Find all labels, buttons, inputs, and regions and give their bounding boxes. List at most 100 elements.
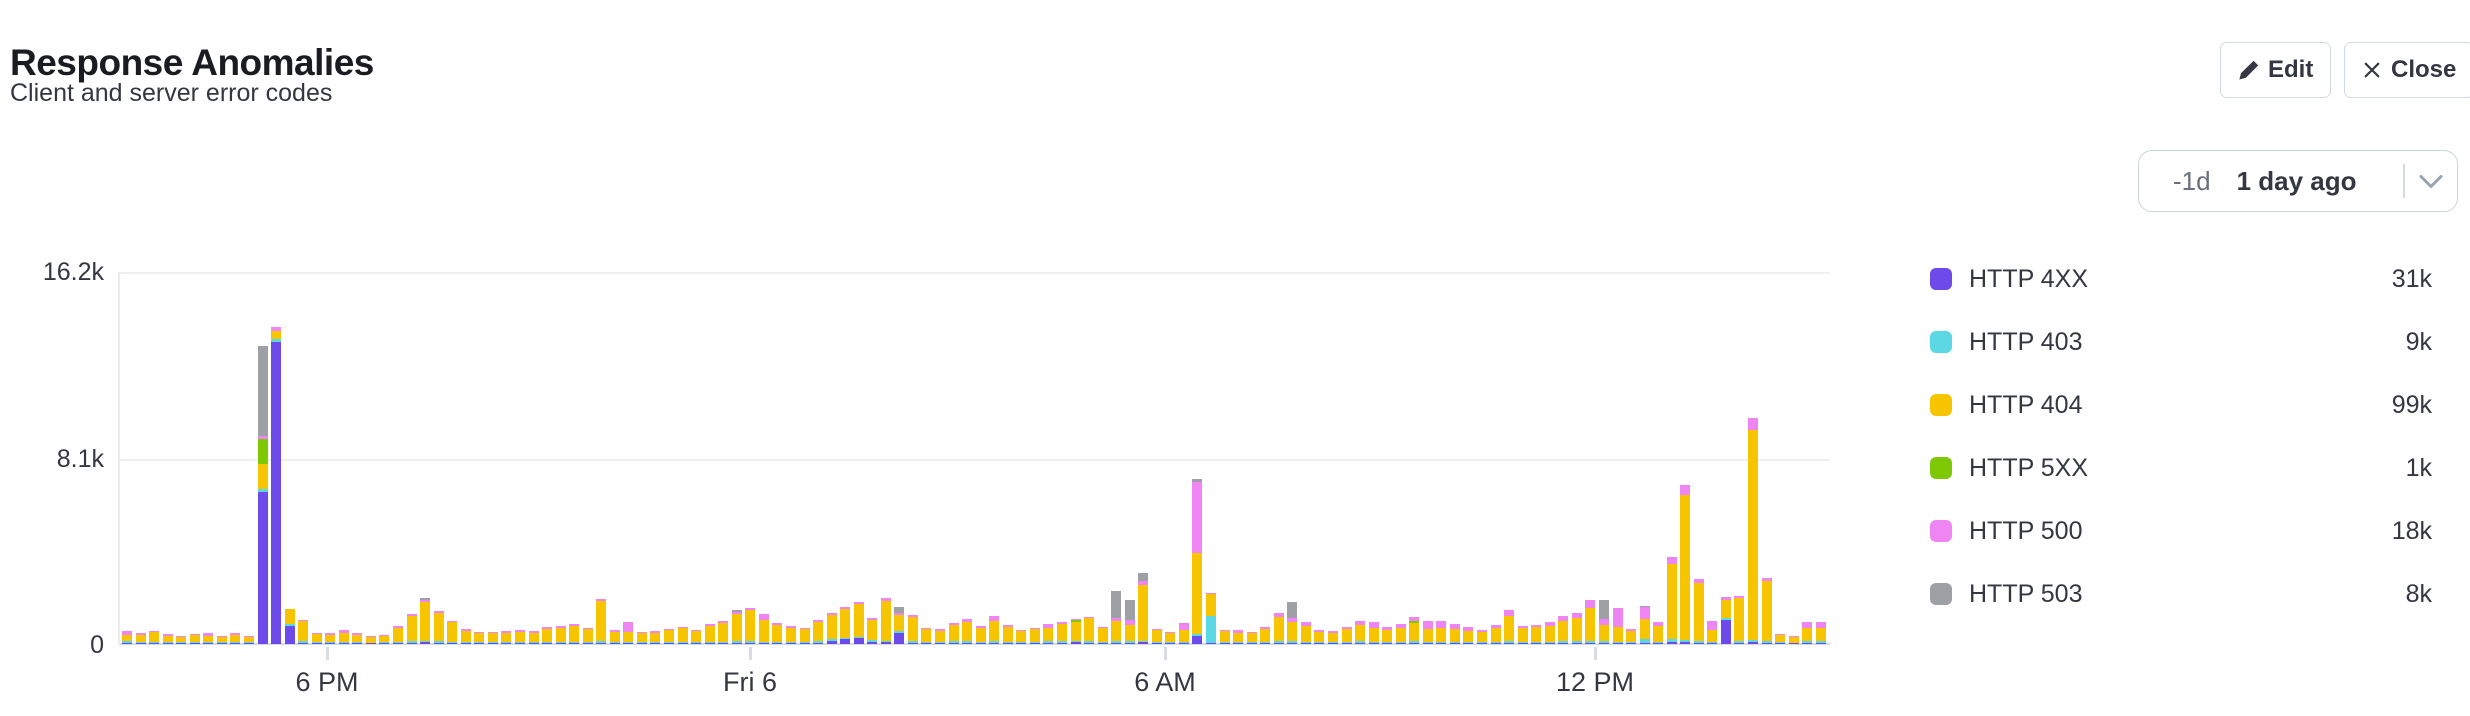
stacked-bar[interactable] — [569, 623, 580, 644]
stacked-bar[interactable] — [284, 609, 295, 644]
stacked-bar[interactable] — [298, 620, 309, 644]
stacked-bar[interactable] — [1219, 629, 1230, 644]
edit-button[interactable]: Edit — [2220, 42, 2332, 98]
stacked-bar[interactable] — [989, 616, 1000, 644]
stacked-bar[interactable] — [1544, 622, 1555, 644]
stacked-bar[interactable] — [1124, 600, 1135, 644]
stacked-bar[interactable] — [1734, 595, 1745, 644]
stacked-bar[interactable] — [216, 635, 227, 644]
stacked-bar[interactable] — [718, 621, 729, 644]
stacked-bar[interactable] — [1761, 578, 1772, 644]
stacked-bar[interactable] — [1517, 625, 1528, 644]
stacked-bar[interactable] — [1287, 602, 1298, 644]
stacked-bar[interactable] — [243, 635, 254, 644]
stacked-bar[interactable] — [162, 634, 173, 644]
stacked-bar[interactable] — [406, 614, 417, 644]
stacked-bar[interactable] — [623, 621, 634, 644]
stacked-bar[interactable] — [1192, 479, 1203, 644]
stacked-bar[interactable] — [799, 627, 810, 644]
stacked-bar[interactable] — [1422, 621, 1433, 644]
stacked-bar[interactable] — [1016, 629, 1027, 644]
stacked-bar[interactable] — [1626, 628, 1637, 644]
stacked-bar[interactable] — [1463, 627, 1474, 644]
stacked-bar[interactable] — [948, 623, 959, 644]
stacked-bar[interactable] — [1748, 418, 1758, 644]
stacked-bar[interactable] — [514, 629, 525, 644]
stacked-bar[interactable] — [1368, 622, 1379, 644]
stacked-bar[interactable] — [731, 610, 742, 644]
stacked-bar[interactable] — [664, 628, 674, 644]
stacked-bar[interactable] — [772, 622, 783, 644]
stacked-bar[interactable] — [1680, 485, 1691, 644]
stacked-bar[interactable] — [1653, 622, 1664, 644]
stacked-bar[interactable] — [1084, 616, 1095, 644]
stacked-bar[interactable] — [636, 631, 647, 644]
stacked-bar[interactable] — [1043, 623, 1054, 644]
stacked-bar[interactable] — [840, 606, 851, 644]
stacked-bar[interactable] — [1341, 627, 1352, 644]
stacked-bar[interactable] — [1612, 608, 1623, 644]
stacked-bar[interactable] — [203, 632, 214, 644]
stacked-bar[interactable] — [1395, 623, 1406, 644]
stacked-bar[interactable] — [325, 632, 336, 644]
stacked-bar[interactable] — [393, 626, 403, 644]
stacked-bar[interactable] — [704, 624, 715, 644]
stacked-bar[interactable] — [745, 607, 756, 644]
stacked-bar[interactable] — [813, 619, 824, 644]
stacked-bar[interactable] — [135, 632, 146, 644]
stacked-bar[interactable] — [1206, 592, 1216, 644]
stacked-bar[interactable] — [1436, 621, 1447, 644]
stacked-bar[interactable] — [1639, 605, 1650, 644]
legend-item-http-4xx[interactable]: HTTP 4XX 31k — [1930, 258, 2432, 300]
stacked-bar[interactable] — [474, 631, 485, 644]
stacked-bar[interactable] — [311, 632, 322, 644]
stacked-bar[interactable] — [1720, 597, 1731, 644]
stacked-bar[interactable] — [1273, 612, 1284, 644]
stacked-bar[interactable] — [122, 630, 132, 644]
stacked-bar[interactable] — [609, 630, 620, 644]
stacked-bar[interactable] — [935, 629, 945, 644]
stacked-bar[interactable] — [338, 630, 349, 644]
stacked-bar[interactable] — [1490, 624, 1501, 644]
stacked-bar[interactable] — [149, 630, 160, 644]
stacked-bar[interactable] — [447, 620, 458, 644]
stacked-bar[interactable] — [1002, 625, 1013, 644]
stacked-bar[interactable] — [1802, 622, 1813, 644]
stacked-bar[interactable] — [420, 598, 431, 644]
stacked-bar[interactable] — [1178, 622, 1189, 644]
stacked-bar[interactable] — [487, 632, 498, 644]
stacked-bar[interactable] — [1300, 622, 1311, 644]
stacked-bar[interactable] — [785, 626, 796, 644]
stacked-bar[interactable] — [1707, 621, 1718, 644]
stacked-bar[interactable] — [189, 633, 200, 644]
stacked-bar[interactable] — [975, 626, 986, 644]
stacked-bar[interactable] — [853, 601, 864, 644]
stacked-bar[interactable] — [1815, 622, 1826, 644]
stacked-bar[interactable] — [1558, 616, 1569, 644]
stacked-bar[interactable] — [1382, 627, 1393, 644]
stacked-bar[interactable] — [1531, 624, 1542, 644]
stacked-bar[interactable] — [596, 599, 607, 644]
stacked-bar[interactable] — [1409, 616, 1420, 644]
stacked-bar[interactable] — [271, 327, 282, 644]
stacked-bar[interactable] — [1233, 630, 1244, 644]
stacked-bar[interactable] — [1327, 631, 1338, 644]
stacked-bar[interactable] — [921, 627, 932, 644]
stacked-bar[interactable] — [1070, 618, 1081, 644]
stacked-bar[interactable] — [1097, 626, 1108, 644]
stacked-bar[interactable] — [867, 617, 878, 644]
stacked-bar[interactable] — [907, 615, 918, 644]
stacked-bar[interactable] — [1138, 572, 1149, 644]
stacked-bar[interactable] — [1571, 612, 1582, 644]
stacked-bar[interactable] — [677, 626, 688, 644]
stacked-bar[interactable] — [880, 598, 891, 644]
legend-item-http-5xx[interactable]: HTTP 5XX 1k — [1930, 447, 2432, 489]
stacked-bar[interactable] — [582, 627, 593, 644]
stacked-bar[interactable] — [257, 345, 268, 644]
close-button[interactable]: Close — [2344, 42, 2470, 98]
stacked-bar[interactable] — [528, 631, 539, 644]
stacked-bar[interactable] — [1788, 635, 1799, 644]
legend-item-http-500[interactable]: HTTP 500 18k — [1930, 510, 2432, 552]
legend-item-http-503[interactable]: HTTP 503 8k — [1930, 573, 2432, 615]
stacked-bar[interactable] — [1585, 600, 1596, 644]
